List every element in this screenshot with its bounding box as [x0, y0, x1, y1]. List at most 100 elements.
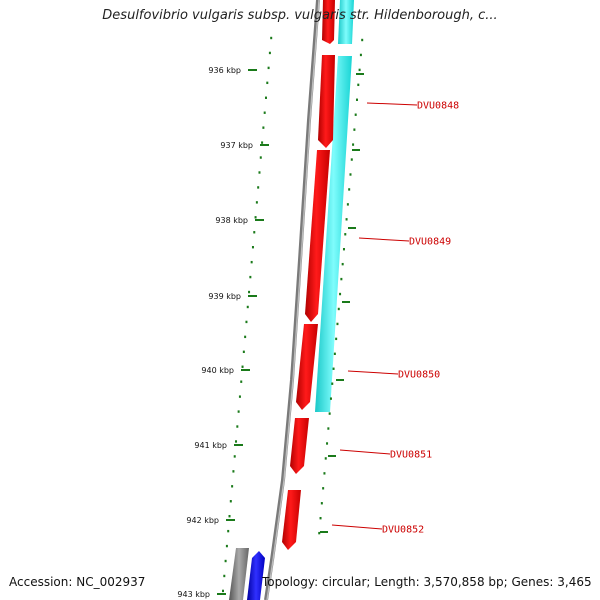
ruler-dot: [262, 126, 265, 129]
ruler-dot: [235, 440, 238, 443]
gray-feature: [229, 548, 249, 600]
ruler-tick-label: 941 kbp: [194, 441, 227, 450]
gene-leader-line: [366, 102, 418, 106]
cds-arrow: [322, 0, 335, 44]
ruler-dot: [323, 472, 326, 475]
gene-labels: DVU0848 DVU0849 DVU0850 DVU0851 DVU0852: [331, 101, 459, 536]
ruler-dot: [258, 171, 261, 174]
ruler-dot: [240, 380, 243, 383]
ruler-dot: [327, 427, 330, 430]
ruler-dot: [245, 320, 248, 324]
ruler-dot: [336, 322, 339, 326]
ruler-tick-label: 939 kbp: [208, 292, 241, 301]
ruler-dot: [337, 307, 340, 311]
ruler-dot: [344, 233, 347, 236]
ruler-dot: [361, 38, 364, 42]
ruler-dot: [232, 470, 235, 473]
ruler-dot: [354, 113, 357, 116]
ruler-dot: [227, 529, 230, 533]
gene-leader-line: [358, 237, 410, 242]
ruler-dot: [241, 365, 244, 368]
ruler-dot: [233, 455, 236, 458]
ruler-tick-label: 936 kbp: [208, 66, 241, 75]
ruler-dot: [319, 516, 322, 520]
ruler-dot: [236, 425, 239, 428]
ruler-tick-label: 938 kbp: [215, 216, 248, 225]
cyan-feature-top: [338, 0, 354, 44]
ruler-dot: [328, 412, 331, 415]
ruler-dot: [340, 277, 343, 281]
gene-leader-line: [331, 524, 383, 530]
cyan-feature-main: [315, 56, 352, 412]
gene-label[interactable]: DVU0852: [382, 525, 424, 536]
gene-leader-line: [339, 449, 391, 455]
ruler: 936 kbp 937 kbp 938 kbp 939 kbp 940 kbp 941 k…: [177, 36, 364, 599]
page-title: Desulfovibrio vulgaris subsp. vulgaris s…: [102, 8, 498, 23]
backbone: [264, 0, 320, 600]
ruler-dot: [229, 500, 232, 503]
ruler-dot: [254, 216, 257, 219]
cyan-feature-track: [315, 0, 354, 412]
ruler-dot: [221, 589, 224, 593]
ruler-dot: [341, 262, 344, 266]
ruler-dot: [353, 128, 356, 131]
ruler-dot: [320, 502, 323, 505]
ruler-dot: [224, 559, 227, 563]
cds-arrow: [296, 324, 318, 410]
ruler-dot: [248, 290, 251, 294]
accession-text: Accession: NC_002937: [9, 575, 146, 589]
ruler-dot: [349, 173, 352, 176]
ruler-dot: [225, 544, 228, 548]
cds-arrow: [318, 55, 335, 148]
ruler-tick-label: 937 kbp: [220, 141, 253, 150]
ruler-dot: [333, 352, 336, 356]
ruler-dot: [270, 36, 273, 40]
ruler-dot: [331, 382, 334, 385]
ruler-dot: [249, 275, 252, 279]
ruler-dot: [237, 410, 240, 413]
ruler-tick-label: 943 kbp: [177, 590, 210, 599]
gene-leader-line: [347, 370, 399, 375]
ruler-dot: [350, 158, 353, 161]
ruler-dot: [332, 367, 335, 370]
ruler-dot: [259, 156, 262, 159]
ruler-dot: [326, 442, 329, 445]
ruler-dot: [250, 260, 253, 264]
ruler-dot: [342, 248, 345, 251]
ruler-dot: [238, 395, 241, 398]
ruler-dot: [335, 337, 338, 341]
gene-label[interactable]: DVU0850: [398, 370, 440, 381]
ruler-dot: [231, 485, 234, 488]
cds-arrow: [305, 150, 330, 322]
ruler-dot: [355, 98, 358, 101]
ruler-dot: [266, 81, 269, 85]
gene-label[interactable]: DVU0848: [417, 101, 459, 112]
ruler-tick-label: 942 kbp: [186, 516, 219, 525]
ruler-dot: [345, 218, 348, 221]
ruler-dot: [346, 203, 349, 206]
summary-text: Topology: circular; Length: 3,570,858 bp…: [262, 575, 592, 589]
ruler-dot: [318, 531, 321, 535]
ruler-dot: [268, 51, 271, 55]
cds-arrow: [282, 490, 301, 550]
ruler-dot: [359, 53, 362, 57]
ruler-dot: [267, 66, 270, 70]
cds-track: [282, 0, 335, 550]
ruler-dot: [357, 83, 360, 87]
ruler-dot: [255, 201, 258, 204]
cds-arrow: [290, 418, 309, 474]
gene-label[interactable]: DVU0849: [409, 237, 451, 248]
ruler-dot: [358, 68, 361, 72]
ruler-dot: [253, 231, 256, 234]
bottom-features: [229, 548, 265, 600]
gene-label[interactable]: DVU0851: [390, 450, 432, 461]
ruler-dot: [322, 487, 325, 490]
ruler-dot: [352, 143, 355, 146]
ruler-dot: [348, 188, 351, 191]
ruler-dot: [264, 96, 267, 99]
ruler-dot: [223, 574, 226, 578]
ruler-dot: [251, 246, 254, 249]
ruler-dot: [324, 457, 327, 460]
ruler-dot: [228, 514, 231, 518]
ruler-dot: [261, 141, 264, 144]
